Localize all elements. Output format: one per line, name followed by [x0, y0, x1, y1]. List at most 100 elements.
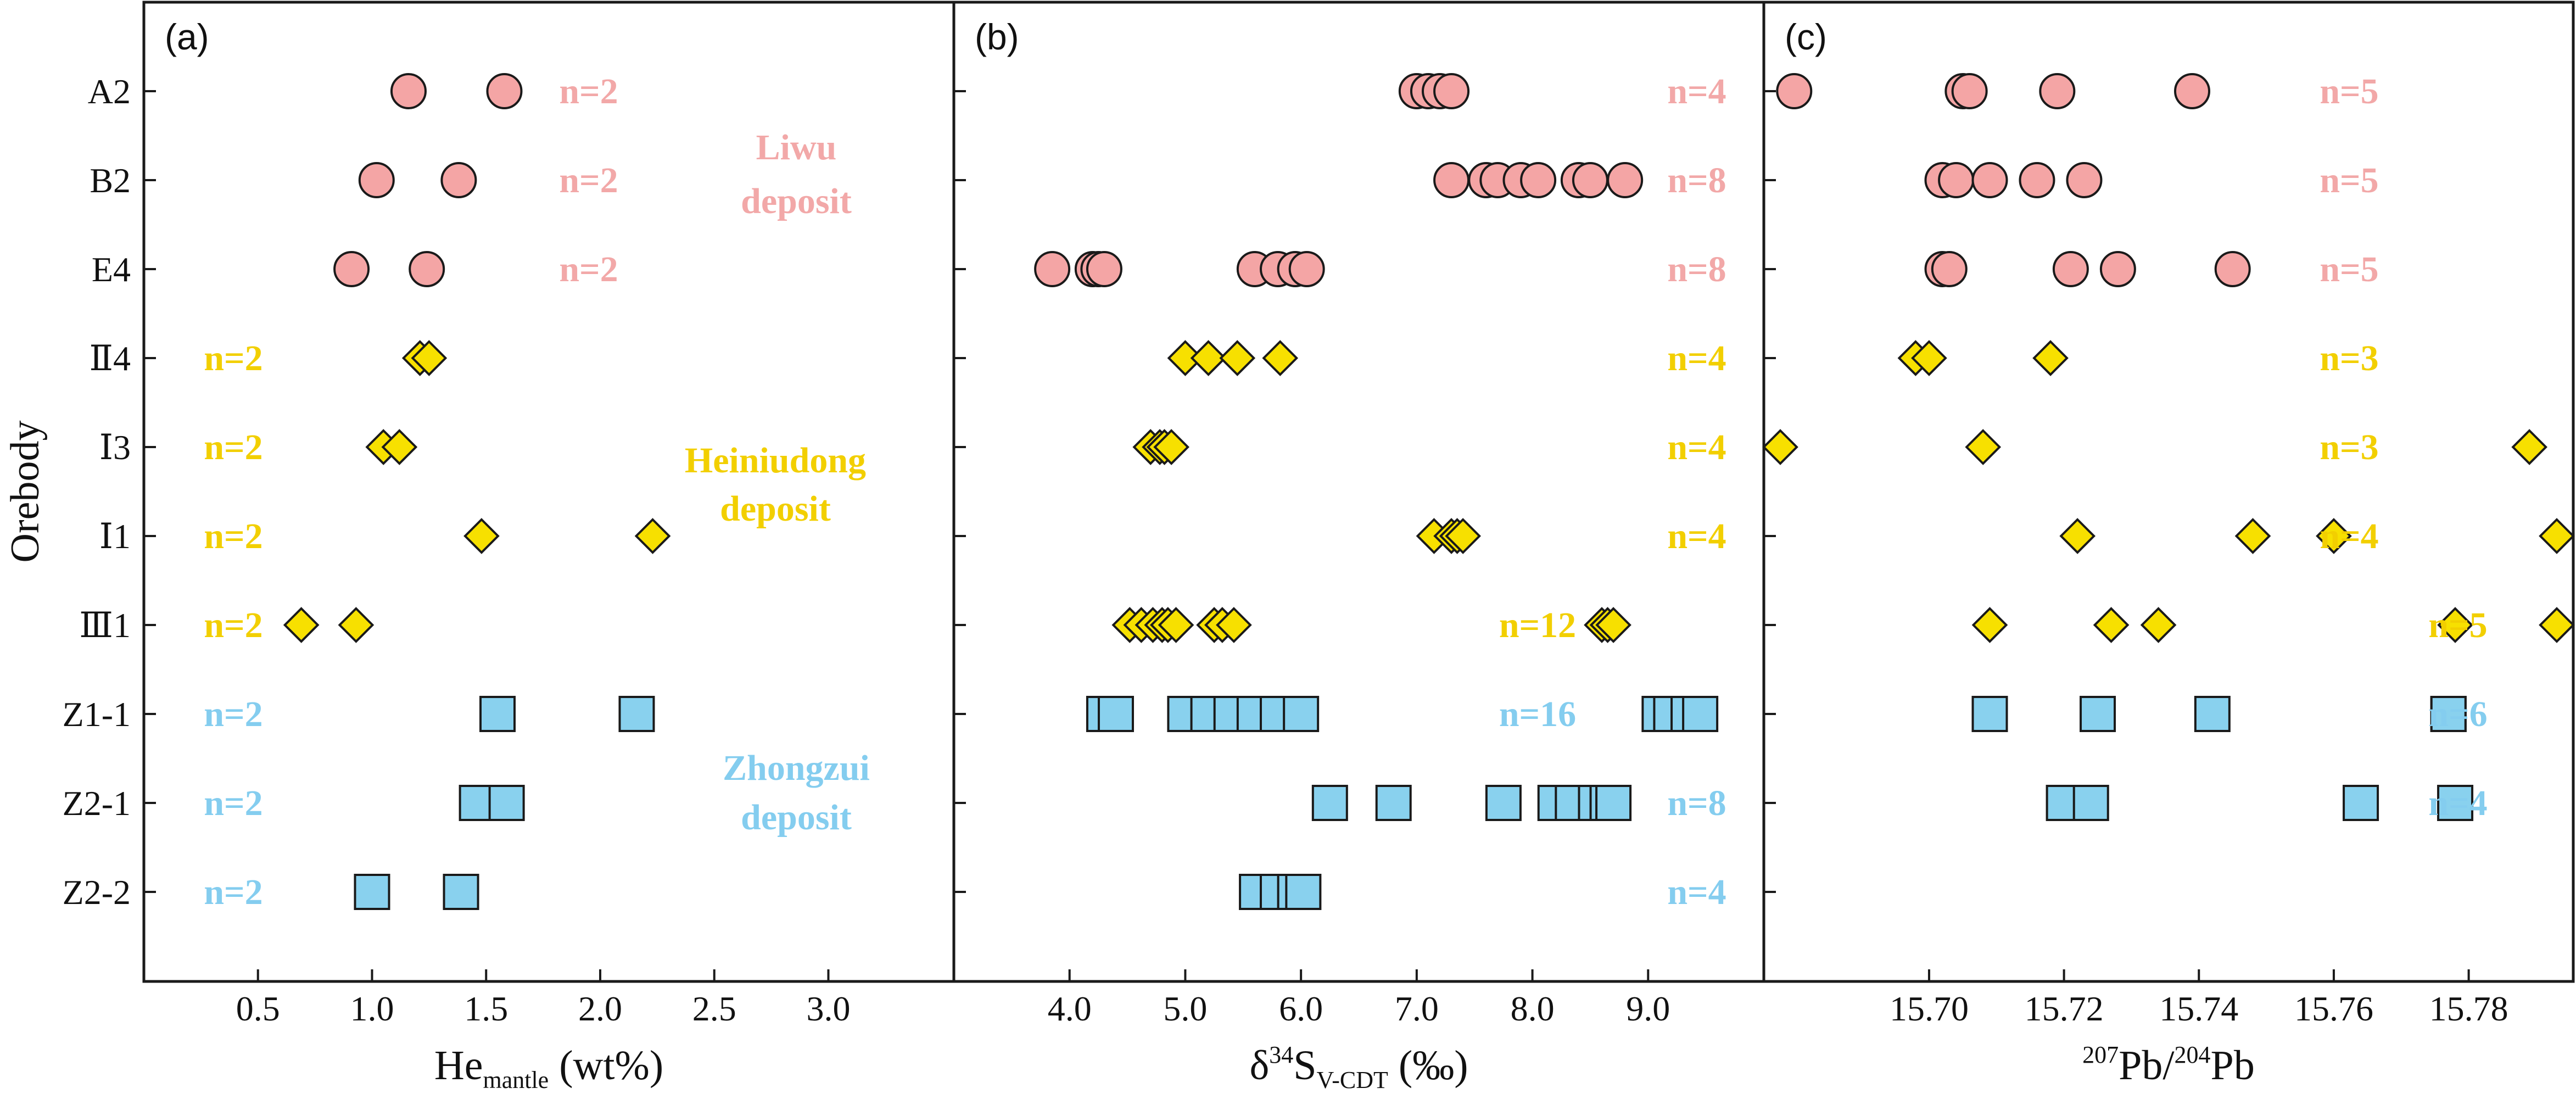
- square-marker: [618, 696, 655, 732]
- square-marker: [1971, 696, 2008, 732]
- x-tick-label: 0.5: [236, 989, 280, 1028]
- diamond-marker: [2140, 607, 2177, 643]
- square-marker: [479, 696, 516, 732]
- circle-marker: [2052, 251, 2089, 287]
- count-label: n=2: [559, 71, 618, 111]
- circle-marker: [1433, 162, 1470, 198]
- y-tick-label: E4: [92, 250, 131, 289]
- diamond-marker: [411, 340, 448, 376]
- x-tick-label: 1.0: [350, 989, 394, 1028]
- diamond-marker: [2539, 518, 2575, 554]
- count-label: n=2: [559, 160, 618, 200]
- count-label: n=16: [1499, 694, 1576, 734]
- square-marker: [1285, 874, 1322, 910]
- y-tick-label: A2: [88, 72, 131, 111]
- count-label: n=2: [559, 249, 618, 289]
- count-label: n=5: [2428, 605, 2487, 645]
- square-marker: [1283, 696, 1320, 732]
- circle-marker: [390, 73, 427, 109]
- count-label: n=8: [1667, 160, 1726, 200]
- circle-marker: [2066, 162, 2103, 198]
- diamond-marker: [2539, 607, 2575, 643]
- panel-frame: [952, 1, 1765, 983]
- diamond-marker: [2316, 518, 2352, 554]
- diamond-marker: [2059, 518, 2096, 554]
- circle-marker: [1971, 162, 2008, 198]
- count-label: n=4: [2320, 516, 2378, 556]
- x-tick-label: 15.74: [2159, 989, 2238, 1028]
- count-label: n=2: [204, 427, 262, 467]
- panel-label: (a): [165, 16, 209, 57]
- x-axis-title: 207Pb/204Pb: [2082, 1041, 2255, 1089]
- count-label: n=3: [2320, 338, 2378, 378]
- diamond-marker: [1595, 607, 1631, 643]
- square-marker: [1485, 785, 1522, 821]
- diamond-marker: [1965, 429, 2002, 465]
- count-label: n=2: [204, 872, 262, 912]
- square-marker: [488, 785, 525, 821]
- count-label: n=4: [1667, 338, 1726, 378]
- diamond-marker: [1445, 518, 1481, 554]
- panel-label: (c): [1785, 16, 1827, 57]
- deposit-label-word: deposit: [741, 797, 852, 838]
- count-label: n=6: [2428, 694, 2487, 734]
- square-marker: [2343, 785, 2379, 821]
- diamond-marker: [463, 518, 500, 554]
- circle-marker: [1938, 162, 1975, 198]
- diamond-marker: [1219, 340, 1256, 376]
- x-tick-label: 4.0: [1048, 989, 1092, 1028]
- square-marker: [1375, 785, 1412, 821]
- square-marker: [1311, 785, 1348, 821]
- data-marks: [283, 73, 2575, 910]
- x-tick-label: 15.70: [1890, 989, 1969, 1028]
- x-tick-label: 8.0: [1511, 989, 1555, 1028]
- y-tick-label: Z2-2: [63, 873, 131, 912]
- x-tick-label: 15.76: [2294, 989, 2373, 1028]
- diamond-marker: [2437, 607, 2473, 643]
- square-marker: [2430, 696, 2467, 732]
- diamond-marker: [1971, 607, 2008, 643]
- diamond-marker: [1911, 340, 1947, 376]
- count-label: n=2: [204, 783, 262, 823]
- text-labels: A2 B2 E4 Ⅱ4 Ⅰ3 Ⅰ1 Ⅲ1 Z1-1 Z2-1 Z2-2 Orebody Liwu dep…: [3, 16, 2508, 1093]
- count-label: n=8: [1667, 783, 1726, 823]
- x-tick-label: 6.0: [1279, 989, 1323, 1028]
- count-label: n=3: [2320, 427, 2378, 467]
- diamond-marker: [283, 607, 320, 643]
- x-axis-title: Hemantle (wt%): [434, 1042, 663, 1093]
- y-tick-label: Ⅰ1: [99, 517, 131, 556]
- x-tick-label: 5.0: [1163, 989, 1207, 1028]
- circle-marker: [409, 251, 445, 287]
- x-axis-title: δ34SV-CDT (‰): [1249, 1041, 1468, 1093]
- diamond-marker: [1153, 429, 1189, 465]
- circle-marker: [358, 162, 395, 198]
- y-tick-label: Ⅱ4: [90, 339, 131, 378]
- square-marker: [2072, 785, 2109, 821]
- diamond-marker: [2511, 429, 2547, 465]
- count-label: n=2: [204, 694, 262, 734]
- y-tick-label: Ⅲ1: [79, 606, 131, 645]
- x-tick-label: 2.5: [692, 989, 736, 1028]
- count-label: n=4: [1667, 427, 1726, 467]
- circle-marker: [1086, 251, 1122, 287]
- x-tick-label: 7.0: [1395, 989, 1439, 1028]
- count-label: n=8: [1667, 249, 1726, 289]
- circle-marker: [2019, 162, 2055, 198]
- diamond-marker: [338, 607, 375, 643]
- square-marker: [459, 785, 495, 821]
- deposit-label-word: deposit: [741, 181, 852, 221]
- count-label: n=4: [1667, 71, 1726, 111]
- diamond-marker: [634, 518, 671, 554]
- diamond-marker: [1262, 340, 1299, 376]
- circle-marker: [1572, 162, 1608, 198]
- diamond-marker: [1762, 429, 1798, 465]
- y-tick-label: Z1-1: [63, 695, 131, 734]
- y-tick-label: Ⅰ3: [99, 428, 131, 467]
- diamond-marker: [1190, 340, 1227, 376]
- square-marker: [2194, 696, 2231, 732]
- square-marker: [1595, 785, 1632, 821]
- panel-frames: [142, 1, 2575, 983]
- square-marker: [354, 874, 390, 910]
- count-label: n=12: [1499, 605, 1576, 645]
